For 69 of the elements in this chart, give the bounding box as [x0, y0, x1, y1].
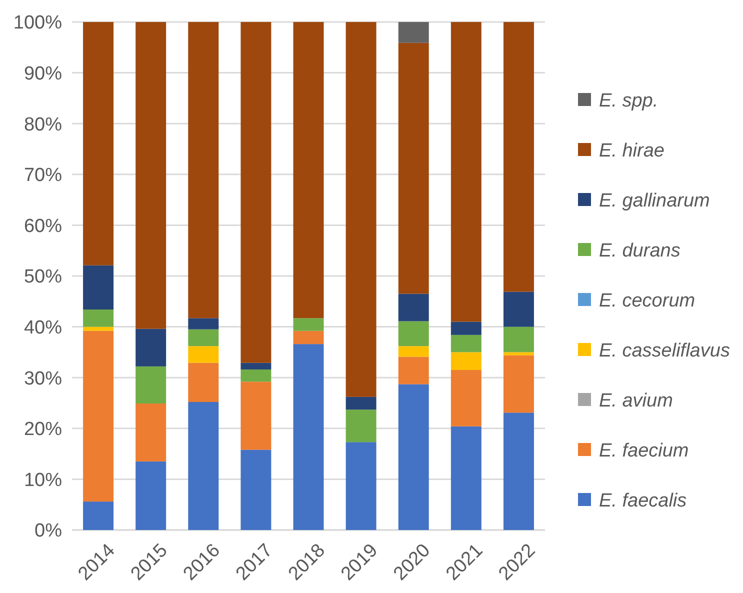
bar — [83, 22, 114, 266]
bar — [240, 450, 272, 530]
legend-label: E. cecorum — [599, 290, 696, 312]
bar — [136, 22, 166, 329]
bar — [240, 369, 272, 382]
legend-label: E. spp. — [599, 90, 658, 112]
bar — [240, 362, 272, 370]
y-tick-label: 80% — [24, 114, 62, 136]
bar — [450, 322, 482, 335]
bar — [398, 321, 429, 346]
bar — [398, 294, 429, 322]
bar — [136, 461, 166, 530]
legend-label: E. faecalis — [599, 490, 688, 512]
bar — [503, 22, 534, 292]
legend-label: E. hirae — [599, 140, 664, 162]
bar — [450, 352, 482, 370]
legend-label: E. avium — [599, 390, 673, 412]
bar — [503, 352, 534, 356]
bar — [83, 502, 114, 530]
bar — [293, 318, 324, 331]
bar — [398, 22, 429, 43]
y-tick-label: 0% — [34, 520, 62, 542]
bar — [293, 344, 324, 530]
bar — [83, 265, 114, 310]
bar — [240, 382, 272, 450]
bar — [188, 22, 219, 318]
bar — [450, 334, 482, 352]
bar — [398, 42, 429, 294]
bar — [188, 329, 219, 346]
y-tick-label: 100% — [13, 12, 62, 34]
y-tick-label: 20% — [24, 419, 62, 440]
bar — [83, 310, 114, 327]
legend-label: E. durans — [599, 240, 681, 262]
bar — [188, 346, 219, 363]
legend-label: E. casseliflavus — [599, 340, 730, 362]
bar — [503, 326, 534, 352]
bar — [136, 404, 166, 462]
y-tick-label: 30% — [24, 368, 62, 390]
bar — [136, 328, 166, 366]
bar — [503, 292, 534, 327]
bar — [450, 426, 482, 530]
bar — [240, 22, 272, 363]
bar — [346, 442, 376, 530]
bar — [450, 370, 482, 426]
bar — [136, 366, 166, 404]
bar — [450, 22, 482, 322]
bar — [398, 384, 429, 530]
legend-label: E. faecium — [599, 440, 689, 462]
y-tick-label: 50% — [24, 266, 62, 288]
legend-label: E. gallinarum — [599, 190, 710, 212]
bar — [346, 410, 376, 442]
bar — [293, 330, 324, 344]
y-tick-label: 10% — [24, 470, 62, 491]
y-tick-label: 40% — [24, 317, 62, 338]
bar — [503, 412, 534, 530]
bar — [503, 355, 534, 413]
bar — [346, 22, 376, 397]
bar — [398, 356, 429, 384]
bar — [346, 396, 376, 410]
bar — [188, 402, 219, 530]
bar — [398, 346, 429, 357]
bar — [83, 330, 114, 502]
y-tick-label: 90% — [24, 63, 62, 84]
y-tick-label: 60% — [24, 216, 62, 237]
y-tick-label: 70% — [24, 165, 62, 186]
bar — [188, 318, 219, 330]
bar — [188, 362, 219, 402]
bar — [83, 326, 114, 331]
bar — [293, 22, 324, 318]
